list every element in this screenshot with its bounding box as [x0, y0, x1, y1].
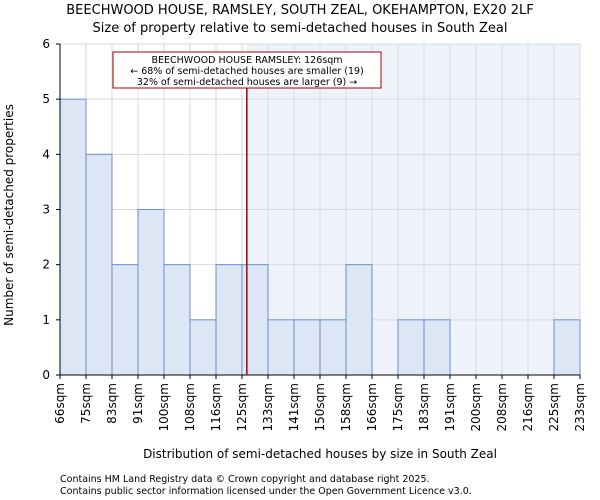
footer-line-1: Contains HM Land Registry data © Crown c…	[60, 474, 430, 485]
chart-subtitle: Size of property relative to semi-detach…	[93, 21, 508, 36]
x-tick-label: 116sqm	[209, 383, 223, 431]
y-tick-label: 1	[42, 313, 50, 327]
bar	[111, 264, 139, 376]
x-tick-label: 83sqm	[105, 383, 119, 424]
bar	[215, 264, 243, 376]
x-tick-label: 141sqm	[287, 383, 301, 431]
y-axis-label: Number of semi-detached properties	[2, 104, 16, 326]
bar	[345, 264, 373, 376]
x-tick-label: 200sqm	[469, 383, 483, 431]
x-tick-label: 191sqm	[443, 383, 457, 431]
bar	[397, 319, 425, 376]
x-tick-label: 91sqm	[131, 383, 145, 424]
bar	[423, 319, 451, 376]
annotation-line-3: 32% of semi-detached houses are larger (…	[137, 77, 357, 88]
bar	[267, 319, 295, 376]
bar	[293, 319, 321, 376]
annotation-line-2: ← 68% of semi-detached houses are smalle…	[130, 66, 364, 77]
bar	[553, 319, 581, 376]
x-ticks: 66sqm 75sqm 83sqm 91sqm 100sqm 108sqm 116sqm 12…	[53, 375, 587, 431]
y-tick-label: 0	[42, 368, 50, 382]
y-tick-label: 2	[42, 258, 50, 272]
x-tick-label: 183sqm	[417, 383, 431, 431]
x-tick-label: 208sqm	[495, 383, 509, 431]
y-tick-label: 5	[42, 92, 50, 106]
bar	[189, 319, 217, 376]
bar	[163, 264, 191, 376]
x-tick-label: 66sqm	[53, 383, 67, 424]
x-tick-label: 175sqm	[391, 383, 405, 431]
x-tick-label: 100sqm	[157, 383, 171, 431]
y-tick-label: 4	[42, 147, 50, 161]
x-tick-label: 133sqm	[261, 383, 275, 431]
bar	[59, 98, 87, 376]
bar	[241, 264, 269, 376]
x-tick-label: 75sqm	[79, 383, 93, 424]
x-tick-label: 125sqm	[235, 383, 249, 431]
footer-line-2: Contains public sector information licen…	[60, 486, 472, 497]
bar	[319, 319, 347, 376]
bars	[59, 98, 581, 376]
chart-title: BEECHWOOD HOUSE, RAMSLEY, SOUTH ZEAL, OK…	[66, 3, 533, 18]
bar	[85, 153, 113, 376]
bar	[137, 209, 165, 376]
x-tick-label: 108sqm	[183, 383, 197, 431]
x-tick-label: 158sqm	[339, 383, 353, 431]
annotation-box: BEECHWOOD HOUSE RAMSLEY: 126sqm ← 68% of…	[112, 51, 382, 89]
annotation-frame	[112, 51, 382, 89]
x-tick-label: 166sqm	[365, 383, 379, 431]
y-tick-label: 3	[42, 203, 50, 217]
y-ticks: 0 1 2 3 4 5 6	[42, 37, 60, 382]
x-tick-label: 150sqm	[313, 383, 327, 431]
x-axis-label: Distribution of semi-detached houses by …	[143, 447, 497, 461]
x-tick-label: 225sqm	[547, 383, 561, 431]
x-tick-label: 233sqm	[573, 383, 587, 431]
annotation-line-1: BEECHWOOD HOUSE RAMSLEY: 126sqm	[152, 55, 343, 66]
x-tick-label: 216sqm	[521, 383, 535, 431]
y-tick-label: 6	[42, 37, 50, 51]
